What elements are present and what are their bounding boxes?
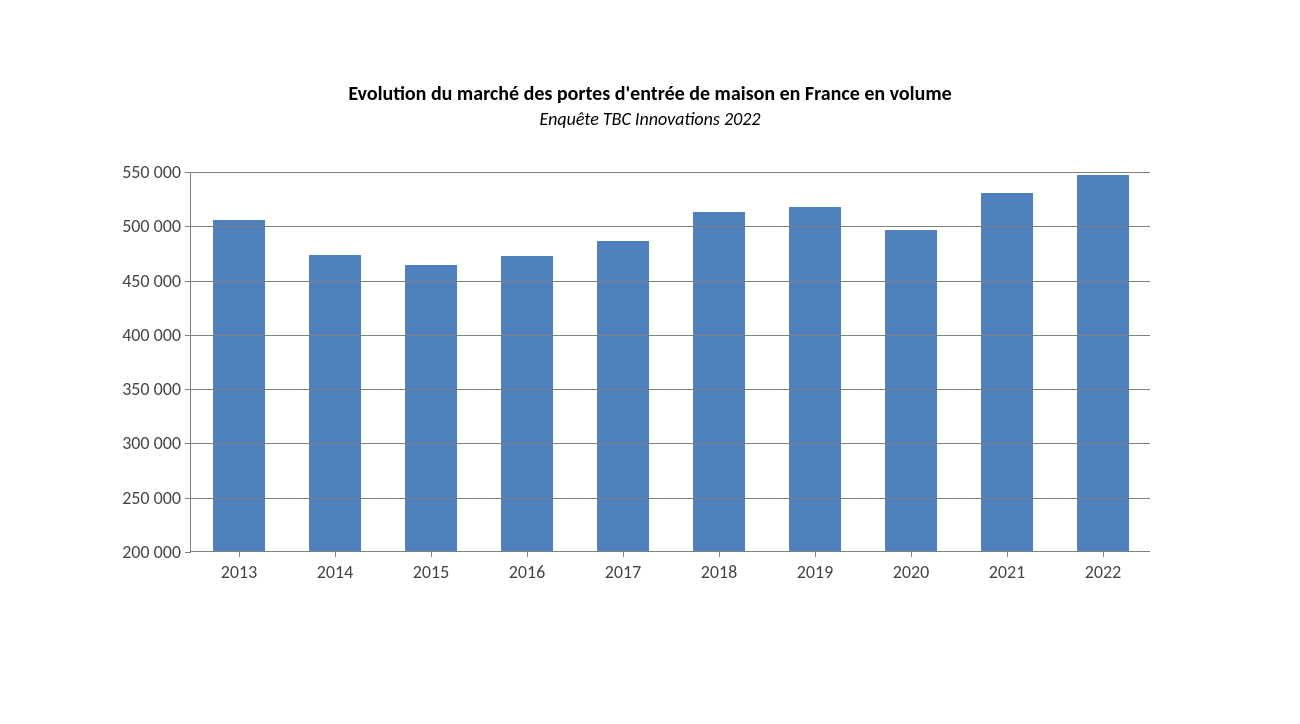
x-tick-label: 2020 — [893, 551, 930, 583]
y-tick-label: 550 000 — [122, 161, 191, 183]
gridline — [191, 172, 1150, 173]
y-tick-label: 350 000 — [122, 378, 191, 400]
gridline — [191, 335, 1150, 336]
x-tick-label: 2022 — [1085, 551, 1122, 583]
y-tick-label: 200 000 — [122, 541, 191, 563]
bar — [789, 207, 842, 551]
bar — [405, 265, 458, 551]
bar — [693, 212, 746, 551]
chart-subtitle: Enquête TBC Innovations 2022 — [0, 108, 1300, 130]
x-tick-label: 2014 — [317, 551, 354, 583]
y-tick-label: 450 000 — [122, 270, 191, 292]
x-tick-label: 2017 — [605, 551, 642, 583]
gridline — [191, 443, 1150, 444]
y-tick-label: 500 000 — [122, 215, 191, 237]
x-tick-label: 2015 — [413, 551, 450, 583]
chart-container: Evolution du marché des portes d'entrée … — [0, 0, 1300, 724]
plot-area: 200 000250 000300 000350 000400 000450 0… — [190, 172, 1150, 552]
gridline — [191, 389, 1150, 390]
x-tick-label: 2021 — [989, 551, 1026, 583]
y-tick-label: 400 000 — [122, 324, 191, 346]
bar — [597, 241, 650, 552]
chart-title-block: Evolution du marché des portes d'entrée … — [0, 82, 1300, 130]
x-tick-label: 2019 — [797, 551, 834, 583]
chart-title: Evolution du marché des portes d'entrée … — [0, 82, 1300, 106]
x-tick-label: 2013 — [221, 551, 258, 583]
y-tick-label: 300 000 — [122, 432, 191, 454]
bar — [213, 220, 266, 551]
bar — [501, 256, 554, 551]
x-tick-label: 2018 — [701, 551, 738, 583]
gridline — [191, 226, 1150, 227]
bar — [885, 230, 938, 551]
bar — [1077, 175, 1130, 551]
gridline — [191, 281, 1150, 282]
bar — [309, 255, 362, 551]
gridline — [191, 498, 1150, 499]
y-tick-label: 250 000 — [122, 487, 191, 509]
x-tick-label: 2016 — [509, 551, 546, 583]
bars-layer — [191, 172, 1150, 551]
